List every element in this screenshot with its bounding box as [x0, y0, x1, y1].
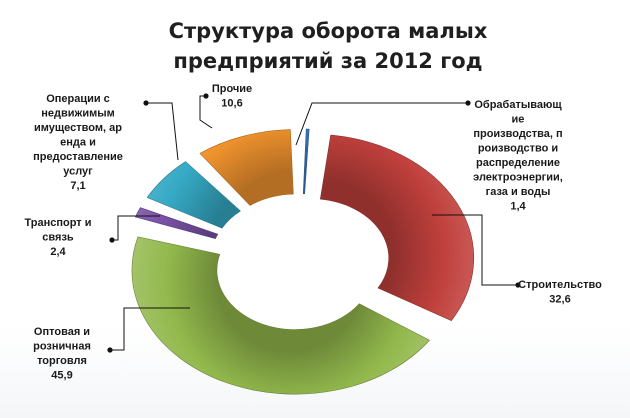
slice-label-0-line-7: 1,4 [510, 201, 526, 213]
labels-group: Обрабатывающ ие производства, п роизводство… [24, 83, 602, 382]
slice-label-2-line-0: Оптовая и [34, 326, 90, 338]
slice-4 [146, 161, 241, 229]
slice-label-4-line-1: недвижимым [41, 108, 115, 120]
leader-dot-1 [515, 282, 521, 288]
slice-2 [131, 236, 430, 395]
slice-label-2-line-1: розничная [33, 341, 91, 353]
slice-label-0-line-4: распределение [476, 157, 560, 169]
slice-label-2-line-3: 45,9 [51, 370, 72, 382]
slice-label-0: Обрабатывающ ие производства, п роизводство… [473, 99, 563, 213]
slice-label-4-line-3: енда и [60, 137, 96, 149]
slice-label-0-line-1: ие [512, 114, 525, 126]
leader-line-5 [199, 95, 213, 129]
slice-label-4-line-2: имуществом, ар [34, 122, 122, 134]
slice-label-3-line-1: связь [42, 232, 74, 244]
leader-dot-0 [465, 100, 471, 106]
slice-label-3-line-0: Транспорт и [24, 217, 91, 229]
leader-dot-2 [107, 347, 113, 353]
slice-label-5-line-0: Прочие [212, 83, 252, 95]
chart-title-line-2: предприятий за 2012 год [173, 49, 482, 73]
slice-label-0-line-0: Обрабатывающ [474, 99, 562, 111]
slice-label-5: Прочие 10,6 [212, 83, 252, 110]
chart-title-line-1: Структура оборота малых [169, 19, 488, 43]
slice-label-0-line-3: роизводство и [478, 143, 558, 155]
slice-1 [319, 134, 475, 322]
slice-label-5-line-1: 10,6 [221, 98, 242, 110]
slices-group [131, 128, 475, 395]
slice-label-4-line-5: услуг [63, 166, 93, 178]
leader-line-4 [146, 102, 179, 161]
leader-line-2 [110, 307, 190, 351]
leader-line-1 [432, 214, 518, 286]
slice-0 [302, 128, 310, 195]
slice-label-1: Строительство 32,6 [518, 279, 602, 306]
slice-label-0-line-6: газа и воды [486, 186, 551, 198]
slice-label-1-line-0: Строительство [518, 279, 602, 291]
leader-line-3 [112, 215, 160, 241]
slice-label-0-line-2: производства, п [473, 128, 562, 140]
slice-label-2: Оптовая и розничная торговля 45,9 [33, 326, 91, 382]
slice-label-4-line-4: предоставление [33, 151, 123, 163]
slice-label-4: Операции с недвижимым имуществом, ар енда и… [33, 93, 123, 192]
leader-line-0 [295, 102, 468, 146]
slice-label-4-line-6: 7,1 [70, 180, 85, 192]
slice-label-1-line-1: 32,6 [549, 294, 570, 306]
leader-dot-3 [109, 237, 115, 243]
leader-dot-4 [143, 100, 149, 106]
leader-dot-5 [203, 93, 209, 99]
slice-label-3-line-2: 2,4 [50, 246, 66, 258]
leaders-group [107, 93, 521, 353]
slice-label-0-line-5: электроэнергии, [473, 172, 563, 184]
slice-label-3: Транспорт и связь 2,4 [24, 217, 91, 258]
slice-5 [199, 129, 294, 206]
slice-label-2-line-2: торговля [37, 355, 87, 367]
slice-3 [134, 207, 219, 240]
slice-label-4-line-0: Операции с [46, 93, 110, 105]
